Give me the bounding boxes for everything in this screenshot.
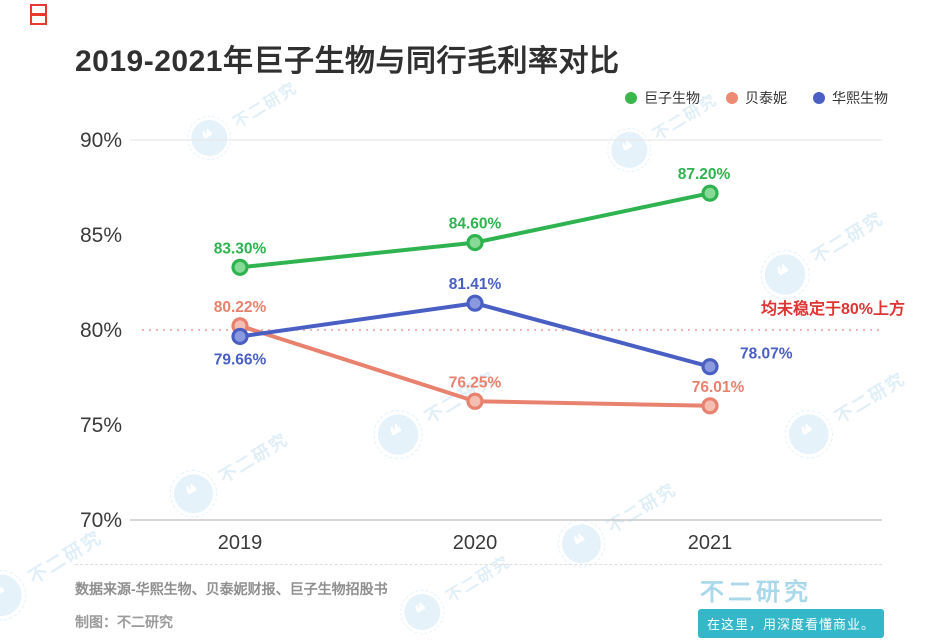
brand-tagline-badge: 在这里，用深度看懂商业。 [698,609,885,638]
data-point [466,234,484,252]
data-point [231,258,249,276]
footer-divider [75,564,882,565]
data-label: 83.30% [214,240,267,257]
reference-annotation: 均未稳定于80%上方 [761,299,905,318]
y-tick-label: 80% [80,319,122,342]
chart-legend: 巨子生物 贝泰妮 华熙生物 [625,88,888,108]
data-point [701,397,719,415]
data-point [466,294,484,312]
data-label: 76.01% [692,379,745,396]
data-point [466,392,484,410]
chart-credit-text: 制图：不二研究 [75,614,173,630]
data-label: 84.60% [449,216,502,233]
x-tick-label: 2021 [688,532,733,554]
legend-label: 巨子生物 [644,90,700,106]
data-label: 87.20% [678,166,731,183]
page-title: 2019-2021年巨子生物与同行毛利率对比 [75,45,620,79]
data-label: 81.41% [449,276,502,293]
legend-item-2: 贝泰妮 [726,88,787,108]
data-point [231,327,249,346]
legend-dot-icon [726,92,738,104]
x-tick-label: 2019 [218,532,263,554]
y-tick-label: 90% [80,129,122,152]
corner-mark-icon [30,4,47,25]
data-source-text: 数据来源-华熙生物、贝泰妮财报、巨子生物招股书 [75,581,388,597]
y-tick-label: 85% [80,224,122,247]
legend-item-1: 巨子生物 [625,88,700,108]
data-point [701,184,719,202]
y-tick-label: 75% [80,414,122,437]
x-tick-label: 2020 [453,532,498,554]
data-point [701,358,719,376]
data-label: 79.66% [214,351,267,368]
legend-label: 华熙生物 [832,90,888,106]
data-label: 76.25% [449,374,502,391]
legend-item-3: 华熙生物 [813,88,888,108]
legend-label: 贝泰妮 [745,90,787,106]
legend-dot-icon [625,92,637,104]
brand-name: 不二研究 [700,579,812,606]
legend-dot-icon [813,92,825,104]
y-tick-label: 70% [80,509,122,532]
data-label: 80.22% [214,299,267,316]
series-line-3 [238,301,712,369]
data-label: 78.07% [740,346,793,363]
